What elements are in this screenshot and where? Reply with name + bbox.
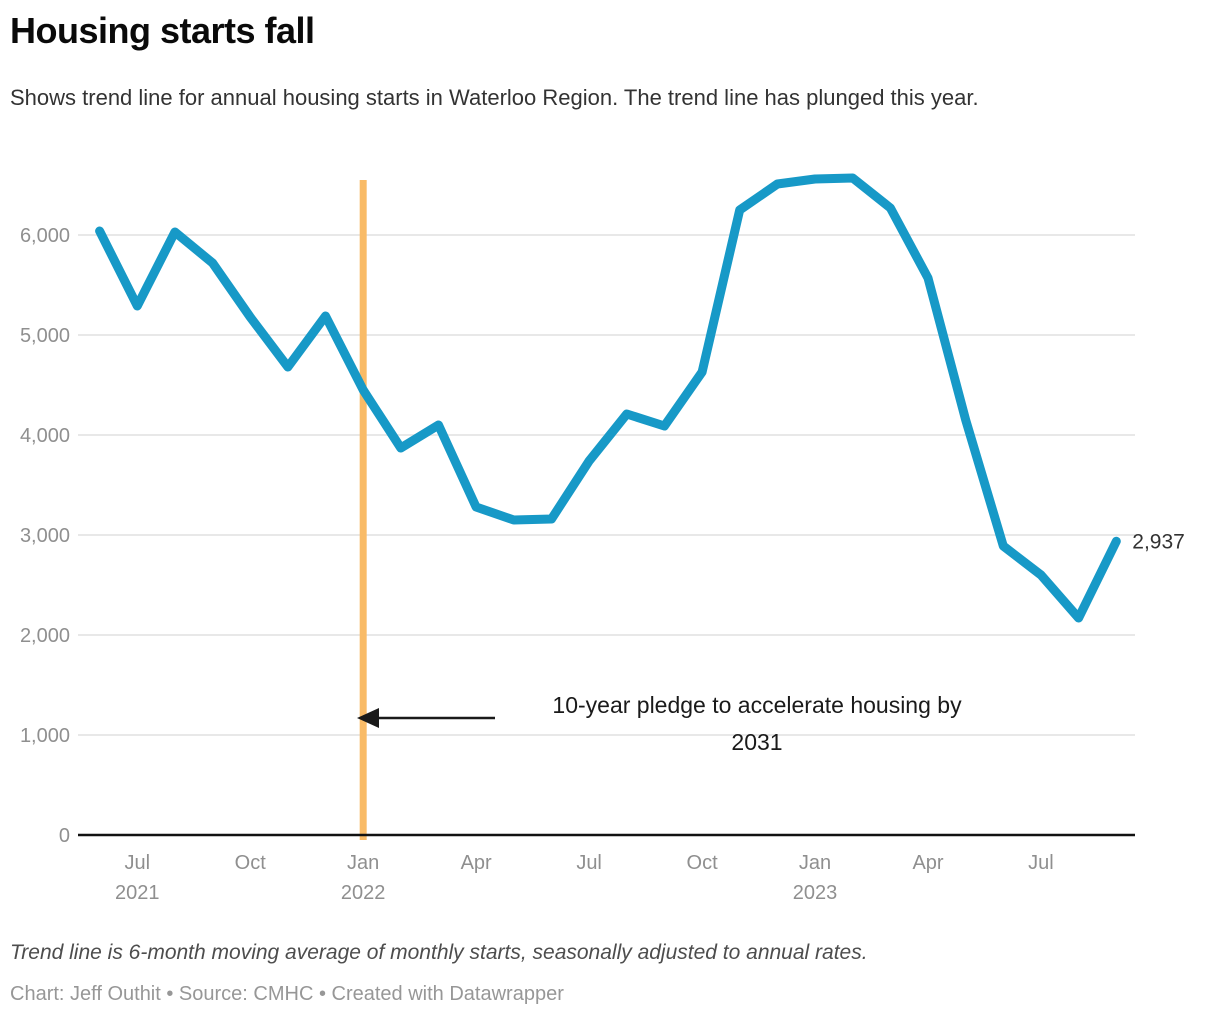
x-axis-tick-label: Oct: [235, 852, 267, 874]
chart-byline: Chart: Jeff Outhit • Source: CMHC • Crea…: [10, 983, 564, 1005]
x-axis-tick-label: Jan: [799, 852, 831, 874]
x-axis-tick-label: Jul: [1028, 852, 1054, 874]
x-axis-tick-label: Apr: [912, 852, 943, 874]
trend-line: [95, 173, 1121, 623]
y-axis-tick-label: 4,000: [20, 425, 70, 447]
x-axis-year-label: 2023: [793, 882, 838, 904]
y-axis-tick-label: 5,000: [20, 325, 70, 347]
x-axis-tick-label: Oct: [687, 852, 719, 874]
x-axis-tick-label: Jul: [576, 852, 602, 874]
x-axis-tick-label: Apr: [461, 852, 492, 874]
x-axis-tick-label: Jan: [347, 852, 379, 874]
y-axis-tick-label: 3,000: [20, 525, 70, 547]
chart-title: Housing starts fall: [10, 10, 315, 51]
y-axis-tick-label: 1,000: [20, 725, 70, 747]
x-axis-tick-label: Jul: [124, 852, 150, 874]
y-axis-tick-label: 2,000: [20, 625, 70, 647]
end-value-label: 2,937: [1132, 530, 1185, 553]
y-axis-tick-label: 0: [59, 825, 70, 847]
chart-subtitle: Shows trend line for annual housing star…: [10, 85, 979, 110]
annotation-arrowhead: [357, 708, 379, 728]
annotation-text: 10-year pledge to accelerate housing by: [552, 692, 962, 718]
x-axis-year-label: 2021: [115, 882, 160, 904]
chart-footnote: Trend line is 6-month moving average of …: [10, 941, 868, 964]
annotation-text: 2031: [731, 729, 782, 755]
housing-starts-line-chart: 0 1,000 2,000 3,000 4,000 5,000 6,000 Jul 2021 Oc…: [20, 173, 1185, 904]
x-axis-year-label: 2022: [341, 882, 386, 904]
y-axis-tick-label: 6,000: [20, 225, 70, 247]
